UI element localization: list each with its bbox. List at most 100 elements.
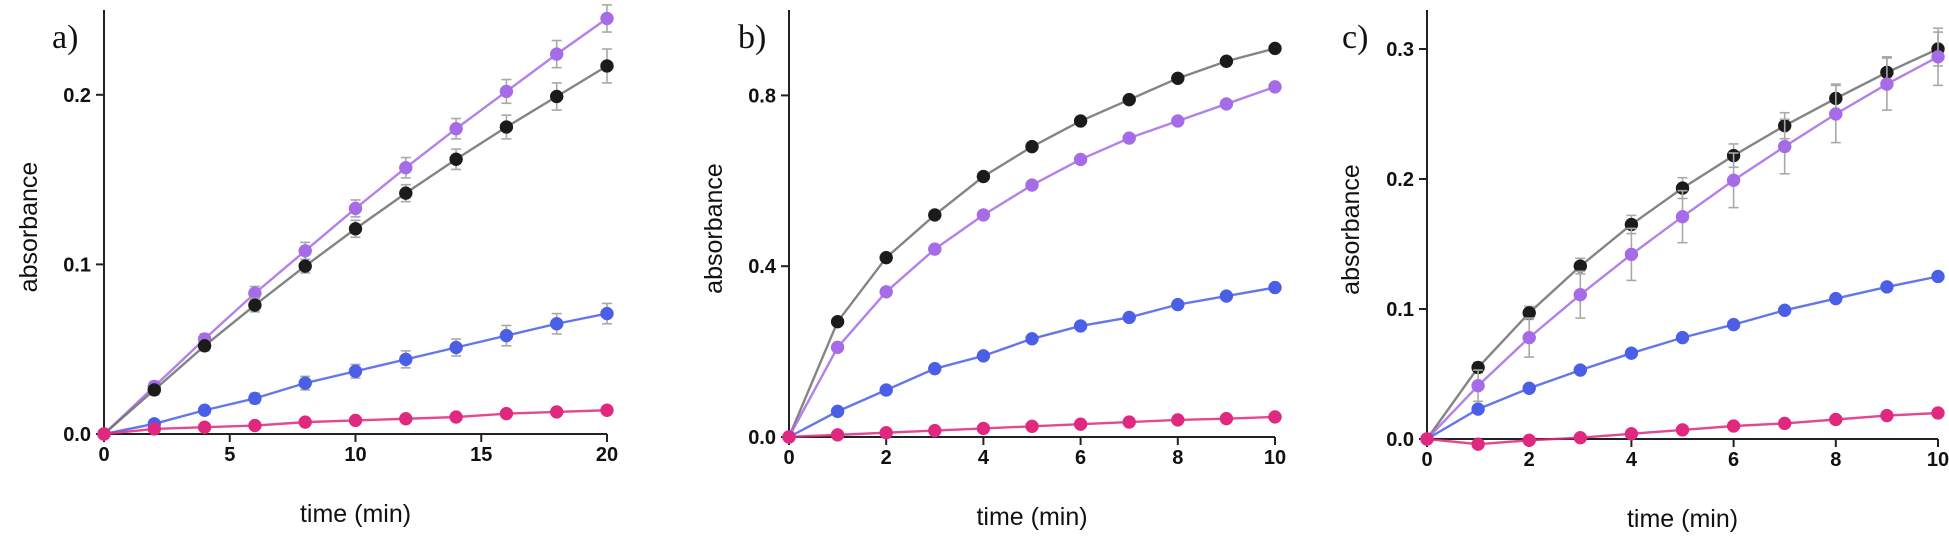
data-point-blue — [1025, 332, 1039, 346]
data-point-magenta — [97, 427, 111, 441]
x-tick-label: 5 — [224, 444, 235, 466]
data-point-magenta — [782, 430, 796, 444]
data-point-blue — [499, 328, 514, 343]
data-point-magenta — [1219, 411, 1234, 426]
data-point-violet — [1675, 209, 1690, 224]
series-magenta — [97, 403, 614, 441]
chart-panel-c: 0 2 4 6 8 10 0.0 0.1 0.2 0.3 time (min) absorbance c… — [1337, 10, 1949, 533]
data-point-violet — [1471, 378, 1485, 393]
series-line-violet — [787, 85, 1276, 438]
data-point-magenta — [1726, 419, 1741, 433]
y-tick-label: 0.0 — [63, 424, 91, 446]
chart-panel-a: 0 5 10 15 20 0.0 0.1 0.2 time (min) absorbance a) — [15, 4, 618, 528]
data-point-black — [1268, 41, 1282, 56]
data-point-blue — [1573, 363, 1588, 377]
y-tick-label: 0.1 — [63, 254, 91, 276]
data-point-black — [830, 314, 845, 329]
data-point-blue — [1624, 346, 1639, 360]
data-point-violet — [1522, 330, 1536, 345]
data-point-black — [248, 298, 262, 312]
series-line-blue — [1426, 275, 1939, 441]
data-point-blue — [600, 306, 614, 321]
x-tick-label: 2 — [881, 447, 892, 469]
data-point-blue — [1073, 319, 1088, 333]
data-point-blue — [248, 391, 262, 406]
data-point-violet — [976, 208, 991, 222]
data-point-blue — [1880, 280, 1894, 294]
data-point-black — [1122, 92, 1136, 107]
data-point-black — [976, 169, 991, 184]
x-tick-label: 0 — [1421, 449, 1432, 471]
data-point-violet — [1122, 131, 1136, 145]
y-tick-label: 0.2 — [1386, 169, 1414, 191]
data-point-violet — [1777, 139, 1792, 154]
x-tick-label: 8 — [1172, 447, 1183, 469]
data-point-black — [600, 59, 614, 73]
data-point-violet — [1268, 80, 1282, 94]
data-point-blue — [1829, 291, 1843, 306]
data-point-black — [1073, 114, 1088, 128]
data-point-blue — [549, 317, 564, 331]
data-point-magenta — [298, 415, 312, 429]
data-point-blue — [1171, 297, 1185, 312]
data-point-black — [197, 339, 212, 353]
data-point-magenta — [1025, 419, 1039, 434]
data-point-violet — [549, 47, 564, 61]
data-point-blue — [298, 376, 312, 390]
series-black — [782, 41, 1282, 444]
series-blue — [1420, 269, 1945, 446]
data-point-blue — [1522, 381, 1536, 396]
data-point-violet — [1025, 178, 1039, 192]
series-blue — [782, 280, 1282, 444]
data-point-black — [449, 152, 463, 166]
data-point-violet — [1880, 77, 1894, 91]
x-axis-title: time (min) — [976, 503, 1087, 531]
series-line-black — [1426, 47, 1939, 440]
x-tick-label: 10 — [1927, 449, 1949, 471]
x-tick-label: 8 — [1830, 449, 1841, 471]
data-point-violet — [600, 11, 614, 26]
data-point-blue — [1777, 303, 1792, 318]
data-point-magenta — [1420, 432, 1434, 446]
data-point-blue — [449, 340, 463, 355]
data-point-blue — [1268, 280, 1282, 295]
data-point-violet — [1171, 114, 1185, 128]
data-point-magenta — [1931, 406, 1945, 420]
data-point-black — [1171, 71, 1185, 86]
data-point-blue — [879, 383, 893, 397]
data-point-magenta — [600, 403, 614, 418]
data-point-magenta — [147, 422, 162, 436]
data-point-black — [549, 89, 564, 104]
data-point-blue — [1471, 402, 1485, 416]
x-tick-label: 2 — [1524, 449, 1535, 471]
data-point-magenta — [1829, 412, 1843, 427]
data-point-magenta — [549, 405, 564, 419]
x-tick-label: 0 — [783, 447, 794, 469]
x-tick-label: 4 — [1626, 449, 1638, 471]
data-point-magenta — [499, 406, 514, 421]
y-tick-label: 0.0 — [748, 427, 776, 449]
data-point-magenta — [1675, 423, 1690, 437]
data-point-blue — [399, 352, 413, 367]
data-point-violet — [298, 244, 312, 258]
data-point-violet — [499, 84, 514, 99]
data-point-black — [147, 383, 162, 397]
chart-panel-b: 0 2 4 6 8 10 0.0 0.4 0.8 time (min) absorbance b) — [700, 10, 1286, 531]
y-axis-title: absorbance — [700, 163, 728, 294]
x-tick-label: 0 — [98, 444, 109, 466]
data-point-magenta — [1522, 433, 1536, 448]
data-point-magenta — [1171, 413, 1185, 427]
data-point-violet — [928, 242, 942, 256]
series-magenta — [1420, 406, 1945, 451]
data-point-magenta — [1777, 416, 1792, 431]
data-point-violet — [1624, 247, 1639, 262]
series-line-violet — [1426, 55, 1939, 440]
data-point-black — [1219, 54, 1234, 68]
y-axis-title: absorbance — [1337, 164, 1365, 295]
data-point-black — [928, 208, 942, 222]
data-point-magenta — [399, 411, 413, 426]
data-point-magenta — [1122, 415, 1136, 429]
data-point-magenta — [348, 413, 363, 428]
data-point-black — [1025, 139, 1039, 154]
